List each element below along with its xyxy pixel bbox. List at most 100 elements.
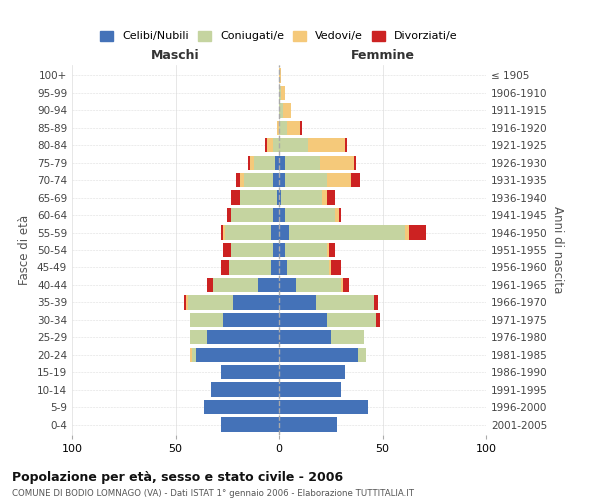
Bar bbox=[335, 208, 339, 222]
Bar bbox=[223, 312, 279, 327]
Text: Femmine: Femmine bbox=[350, 48, 415, 62]
Bar bbox=[275, 156, 279, 170]
Bar bbox=[279, 173, 285, 188]
Bar bbox=[279, 278, 296, 292]
Bar bbox=[273, 173, 279, 188]
Bar bbox=[225, 226, 271, 239]
Bar bbox=[279, 208, 285, 222]
Bar bbox=[279, 156, 285, 170]
Bar bbox=[279, 190, 281, 205]
Bar bbox=[279, 243, 285, 257]
Text: Maschi: Maschi bbox=[151, 48, 200, 62]
Bar bbox=[196, 348, 279, 362]
Bar bbox=[250, 156, 254, 170]
Bar bbox=[352, 173, 360, 188]
Bar bbox=[279, 365, 345, 380]
Bar bbox=[188, 295, 233, 310]
Bar bbox=[233, 295, 279, 310]
Bar bbox=[353, 156, 356, 170]
Bar bbox=[281, 86, 285, 100]
Bar bbox=[285, 156, 320, 170]
Bar bbox=[190, 348, 192, 362]
Legend: Celibi/Nubili, Coniugati/e, Vedovi/e, Divorziati/e: Celibi/Nubili, Coniugati/e, Vedovi/e, Di… bbox=[96, 26, 462, 46]
Bar bbox=[279, 330, 331, 344]
Bar bbox=[223, 243, 232, 257]
Bar bbox=[221, 260, 229, 274]
Bar bbox=[279, 226, 289, 239]
Y-axis label: Fasce di età: Fasce di età bbox=[19, 215, 31, 285]
Bar bbox=[374, 295, 379, 310]
Bar bbox=[254, 156, 275, 170]
Bar bbox=[192, 348, 196, 362]
Bar bbox=[190, 330, 206, 344]
Bar bbox=[285, 208, 335, 222]
Bar bbox=[273, 208, 279, 222]
Bar bbox=[279, 120, 287, 135]
Bar bbox=[279, 86, 281, 100]
Bar bbox=[405, 226, 409, 239]
Bar bbox=[308, 138, 345, 152]
Bar bbox=[186, 295, 188, 310]
Bar bbox=[236, 173, 239, 188]
Bar bbox=[300, 120, 302, 135]
Bar bbox=[279, 68, 281, 82]
Bar bbox=[326, 243, 329, 257]
Bar bbox=[223, 226, 225, 239]
Bar bbox=[266, 138, 273, 152]
Bar bbox=[239, 190, 277, 205]
Bar bbox=[281, 190, 322, 205]
Bar bbox=[273, 138, 279, 152]
Bar bbox=[316, 295, 374, 310]
Bar bbox=[232, 243, 273, 257]
Bar bbox=[296, 278, 341, 292]
Bar bbox=[322, 190, 326, 205]
Bar bbox=[271, 226, 279, 239]
Bar bbox=[279, 312, 326, 327]
Bar bbox=[221, 418, 279, 432]
Bar bbox=[205, 400, 279, 414]
Bar bbox=[339, 208, 341, 222]
Y-axis label: Anni di nascita: Anni di nascita bbox=[551, 206, 564, 294]
Bar bbox=[331, 260, 341, 274]
Bar bbox=[326, 190, 335, 205]
Bar bbox=[289, 226, 405, 239]
Bar bbox=[329, 260, 331, 274]
Bar bbox=[190, 312, 223, 327]
Text: Popolazione per età, sesso e stato civile - 2006: Popolazione per età, sesso e stato civil… bbox=[12, 471, 343, 484]
Bar bbox=[206, 278, 213, 292]
Bar bbox=[277, 190, 279, 205]
Bar bbox=[184, 295, 186, 310]
Bar bbox=[358, 348, 366, 362]
Bar bbox=[279, 138, 308, 152]
Bar bbox=[232, 208, 273, 222]
Bar bbox=[285, 173, 326, 188]
Bar bbox=[279, 382, 341, 397]
Bar bbox=[277, 120, 279, 135]
Bar bbox=[271, 260, 279, 274]
Bar bbox=[326, 173, 352, 188]
Bar bbox=[279, 418, 337, 432]
Bar bbox=[273, 243, 279, 257]
Bar bbox=[229, 260, 271, 274]
Bar bbox=[265, 138, 266, 152]
Bar bbox=[248, 156, 250, 170]
Bar bbox=[232, 190, 239, 205]
Bar bbox=[283, 103, 292, 118]
Bar bbox=[285, 243, 326, 257]
Bar bbox=[345, 138, 347, 152]
Bar bbox=[279, 400, 368, 414]
Bar bbox=[279, 348, 358, 362]
Text: COMUNE DI BODIO LOMNAGO (VA) - Dati ISTAT 1° gennaio 2006 - Elaborazione TUTTITA: COMUNE DI BODIO LOMNAGO (VA) - Dati ISTA… bbox=[12, 489, 414, 498]
Bar bbox=[259, 278, 279, 292]
Bar bbox=[279, 295, 316, 310]
Bar bbox=[320, 156, 353, 170]
Bar bbox=[409, 226, 426, 239]
Bar bbox=[329, 243, 335, 257]
Bar bbox=[244, 173, 273, 188]
Bar bbox=[287, 260, 329, 274]
Bar bbox=[213, 278, 259, 292]
Bar bbox=[279, 103, 283, 118]
Bar bbox=[221, 365, 279, 380]
Bar bbox=[341, 278, 343, 292]
Bar bbox=[227, 208, 232, 222]
